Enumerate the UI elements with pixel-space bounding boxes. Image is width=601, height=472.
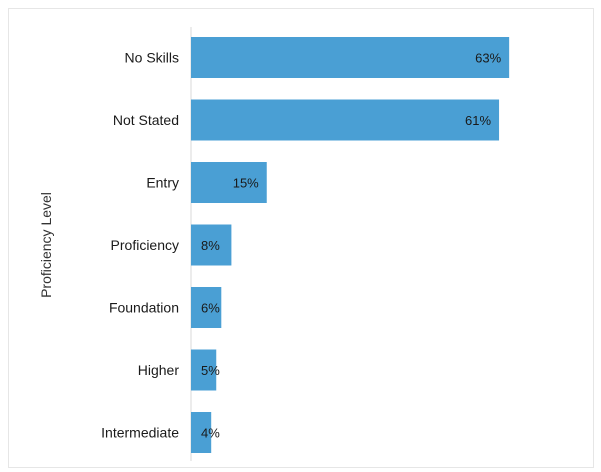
category-label: Entry (146, 175, 179, 191)
bar-entry (191, 162, 267, 203)
bar-foundation (191, 287, 222, 328)
category-label: Intermediate (101, 425, 179, 441)
bar-not-stated (191, 99, 500, 141)
value-label: 4% (201, 426, 220, 441)
bar-intermediate (191, 412, 212, 453)
bar-higher (191, 349, 217, 391)
value-label: 15% (233, 176, 259, 191)
value-label: 61% (465, 113, 491, 128)
value-label: 8% (201, 238, 220, 253)
y-axis-title: Proficiency Level (38, 192, 54, 298)
category-label: Not Stated (113, 112, 179, 128)
bar-chart: Proficiency Level No Skills 63% Not Stated… (38, 27, 510, 461)
value-label: 5% (201, 363, 220, 378)
bars-layer: No Skills 63% Not Stated 61% Entry 15% Profici… (101, 37, 510, 453)
bar-proficiency (191, 224, 232, 266)
bar-no-skills (191, 37, 510, 78)
category-label: Foundation (109, 300, 179, 316)
value-label: 63% (475, 51, 501, 66)
value-label: 6% (201, 301, 220, 316)
category-label: No Skills (125, 50, 179, 66)
category-label: Higher (138, 362, 180, 378)
category-label: Proficiency (111, 237, 179, 253)
chart-frame: Proficiency Level No Skills 63% Not Stated… (8, 8, 594, 468)
